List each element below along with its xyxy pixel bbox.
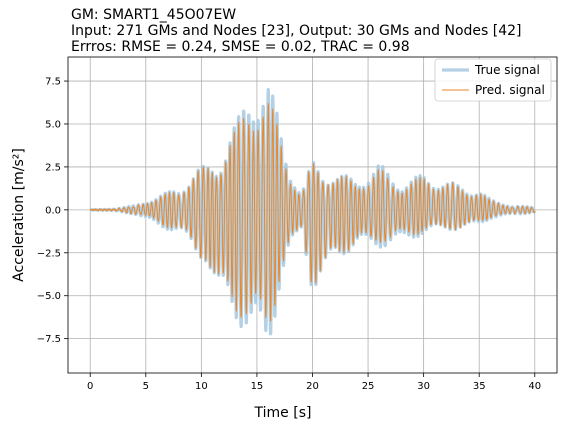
legend-pred-label: Pred. signal <box>475 83 545 97</box>
y-tick-label: 5.0 <box>45 119 61 130</box>
x-axis-label: Time [s] <box>254 405 312 421</box>
y-tick-label: 0.0 <box>45 205 61 216</box>
y-tick-label: −2.5 <box>37 248 61 259</box>
y-tick-label: −7.5 <box>37 334 61 345</box>
x-tick-label: 30 <box>417 381 430 392</box>
x-tick-label: 0 <box>87 381 93 392</box>
legend-true-label: True signal <box>474 63 540 77</box>
y-tick-label: −5.0 <box>37 291 61 302</box>
plot-lines <box>88 87 537 336</box>
x-tick-label: 5 <box>143 381 149 392</box>
chart-title: GM: SMART1_45O07EW Input: 271 GMs and No… <box>71 7 522 55</box>
x-tick-label: 40 <box>528 381 541 392</box>
x-tick-label: 35 <box>473 381 486 392</box>
x-tick-label: 15 <box>251 381 264 392</box>
pred-signal-line <box>89 102 536 322</box>
x-tick-label: 20 <box>306 381 319 392</box>
x-tick-label: 10 <box>195 381 208 392</box>
title-line-3: Errros: RMSE = 0.24, SMSE = 0.02, TRAC =… <box>71 39 410 55</box>
title-line-1: GM: SMART1_45O07EW <box>71 7 236 23</box>
y-tick-label: 2.5 <box>45 162 61 173</box>
x-tick-label: 25 <box>362 381 375 392</box>
y-axis-label: Acceleration [m/s²] <box>11 148 27 282</box>
y-axis-ticks: −7.5 −5.0 −2.5 0.0 2.5 5.0 7.5 <box>37 77 68 345</box>
legend: True signal Pred. signal <box>434 58 552 102</box>
title-line-2: Input: 271 GMs and Nodes [23], Output: 3… <box>71 23 522 39</box>
x-axis-ticks: 0 5 10 15 20 25 30 35 40 <box>87 373 541 392</box>
y-tick-label: 7.5 <box>45 77 61 88</box>
